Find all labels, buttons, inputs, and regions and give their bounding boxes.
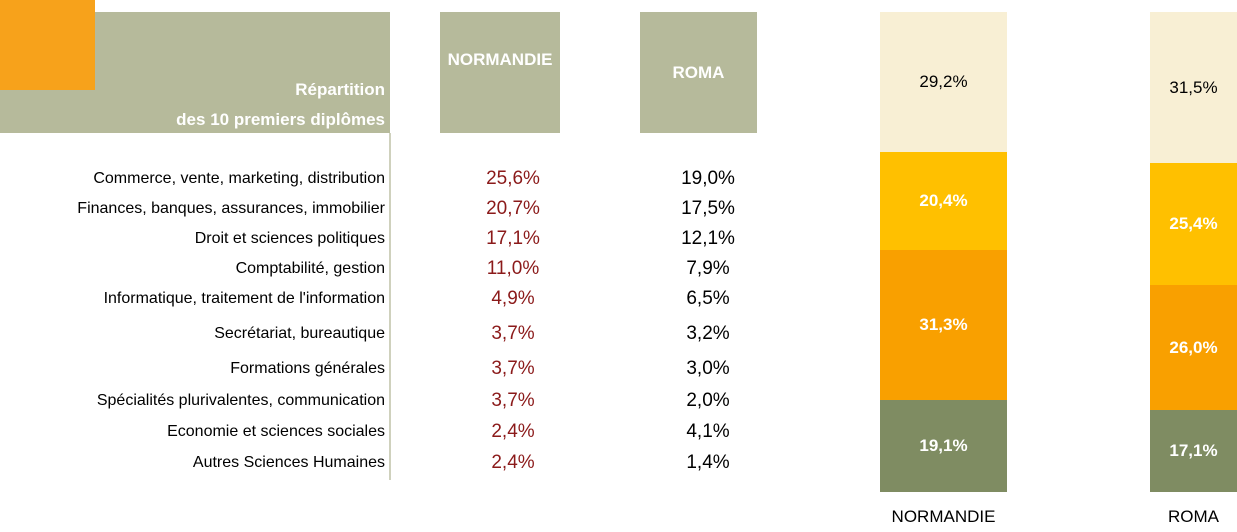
bar-value-label: 19,1%	[919, 436, 968, 456]
bar-category-label: ROMA	[1168, 507, 1219, 526]
roma-value: 1,4%	[686, 452, 730, 473]
normandie-value: 2,4%	[491, 421, 535, 442]
normandie-value: 17,1%	[486, 228, 540, 249]
roma-value: 4,1%	[686, 421, 730, 442]
bar-segment: 25,4%	[1150, 163, 1237, 286]
bar-segment: 17,1%	[1150, 409, 1237, 492]
title-line: des 10 premiers diplômes	[176, 110, 385, 129]
roma-value: 17,5%	[681, 198, 735, 219]
row-label: Finances, banques, assurances, immobilie…	[77, 200, 385, 217]
normandie-value: 2,4%	[491, 452, 535, 473]
bar-value-label: 29,2%	[919, 72, 968, 92]
roma-value: 3,0%	[686, 358, 730, 379]
row-label: Informatique, traitement de l'informatio…	[103, 290, 385, 307]
row-label: Secrétariat, bureautique	[214, 325, 385, 342]
roma-value: 19,0%	[681, 168, 735, 189]
bar-segment: 31,5%	[1150, 12, 1237, 164]
normandie-value: 4,9%	[491, 288, 535, 309]
row-label: Comptabilité, gestion	[235, 260, 385, 277]
column-header: NORMANDIE	[447, 50, 553, 69]
bar-value-label: 20,4%	[919, 191, 968, 211]
normandie-value: 25,6%	[486, 168, 540, 189]
roma-value: 7,9%	[686, 258, 730, 279]
bar-value-label: 17,1%	[1169, 440, 1218, 460]
roma-value: 2,0%	[686, 390, 730, 411]
bar-segment: 26,0%	[1150, 285, 1237, 410]
row-label: Economie et sciences sociales	[167, 423, 385, 440]
bar-value-label: 26,0%	[1169, 337, 1218, 357]
divider	[389, 133, 391, 480]
bar-category-label: NORMANDIE	[891, 507, 996, 526]
bar-segment: 19,1%	[880, 400, 1007, 492]
normandie-value: 11,0%	[486, 258, 540, 279]
roma-value: 12,1%	[681, 228, 735, 249]
bar-value-label: 31,5%	[1169, 77, 1218, 97]
row-label: Droit et sciences politiques	[194, 230, 385, 247]
normandie-value: 3,7%	[491, 323, 535, 344]
title-line: Répartition	[295, 80, 385, 99]
bar-segment: 29,2%	[880, 12, 1007, 153]
roma-value: 6,5%	[686, 288, 730, 309]
row-label: Autres Sciences Humaines	[192, 454, 385, 471]
normandie-value: 3,7%	[491, 358, 535, 379]
row-label: Formations générales	[230, 360, 385, 377]
column-header-box	[440, 12, 560, 133]
normandie-value: 3,7%	[491, 390, 535, 411]
bar-segment: 31,3%	[880, 250, 1007, 401]
roma-value: 3,2%	[686, 323, 730, 344]
column-header: ROMA	[640, 12, 757, 133]
row-label: Commerce, vente, marketing, distribution	[93, 170, 385, 187]
bar-value-label: 31,3%	[919, 315, 968, 335]
bar-segment: 20,4%	[880, 152, 1007, 251]
orange-square	[0, 12, 95, 90]
normandie-value: 20,7%	[486, 198, 540, 219]
row-label: Spécialités plurivalentes, communication	[96, 392, 385, 409]
bar-value-label: 25,4%	[1169, 214, 1218, 234]
